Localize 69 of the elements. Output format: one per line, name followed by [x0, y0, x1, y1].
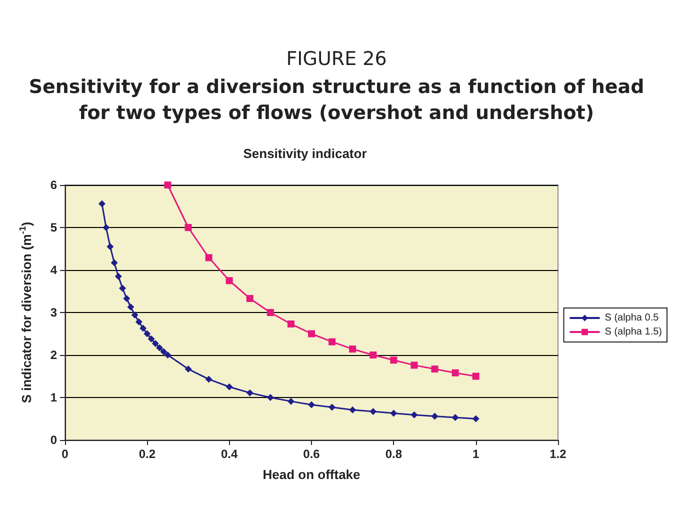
point — [131, 312, 138, 319]
point — [266, 309, 274, 316]
point — [144, 330, 151, 338]
point — [156, 344, 163, 352]
x-tick-label: 0.8 — [385, 447, 402, 461]
point — [205, 376, 212, 383]
point — [328, 404, 336, 411]
x-tick-label: 0.6 — [303, 447, 320, 461]
y-tick-label: 4 — [50, 263, 58, 277]
x-tick-label: 1.2 — [550, 447, 567, 461]
point — [98, 200, 106, 208]
point — [452, 414, 459, 421]
point — [452, 369, 459, 376]
point — [349, 346, 356, 353]
y-tick-label: 2 — [50, 348, 58, 362]
point — [266, 394, 274, 401]
point — [390, 356, 398, 364]
legend-label: S (alpha 0.5 — [604, 312, 660, 324]
x-tick-label: 0.2 — [138, 447, 156, 461]
point — [114, 272, 122, 280]
y-tick-label: 6 — [50, 178, 58, 192]
point — [410, 411, 418, 418]
y-tick-label: 1 — [50, 390, 58, 404]
chart-subtitle: Sensitivity indicator — [243, 146, 367, 161]
caption: FIGURE 26 — [285, 48, 388, 70]
point — [370, 352, 377, 358]
x-tick-label: 1 — [472, 447, 480, 461]
y-axis-title: S indicator for diversion (m-1) — [18, 222, 34, 404]
point — [127, 303, 134, 310]
point — [370, 408, 377, 416]
x-axis-title: Head on offtake — [262, 467, 360, 482]
point — [287, 320, 294, 328]
point — [308, 330, 315, 338]
legend-label: S (alpha 1.5) — [604, 326, 662, 338]
point — [123, 294, 130, 302]
point — [410, 362, 418, 369]
point — [205, 254, 212, 262]
chart-title: Sensitivity for a diversion structure as a function of head for two types of flows (overshot and undershot) — [28, 75, 646, 126]
point — [246, 389, 254, 396]
point — [287, 398, 294, 405]
point — [431, 366, 438, 373]
point — [184, 224, 192, 231]
point — [184, 366, 192, 373]
point — [140, 324, 147, 332]
x-tick-label: 0 — [62, 447, 69, 461]
point — [226, 277, 233, 284]
point — [110, 259, 118, 266]
x-tick-label: 0.4 — [220, 447, 238, 461]
point — [164, 182, 172, 188]
point — [106, 243, 114, 250]
point — [349, 406, 356, 414]
point — [246, 294, 254, 302]
point — [135, 318, 142, 326]
point — [308, 401, 315, 408]
point — [160, 348, 168, 356]
y-tick-label: 5 — [50, 220, 58, 234]
point — [390, 410, 398, 417]
point — [472, 415, 480, 422]
point — [148, 335, 155, 342]
point — [472, 372, 480, 380]
point — [431, 412, 438, 420]
y-tick-label: 3 — [50, 306, 58, 320]
point — [164, 352, 172, 358]
y-tick-label: 0 — [50, 433, 58, 447]
point — [328, 338, 336, 346]
point — [152, 340, 159, 348]
point — [119, 284, 126, 292]
point — [102, 224, 110, 231]
point — [226, 383, 233, 390]
